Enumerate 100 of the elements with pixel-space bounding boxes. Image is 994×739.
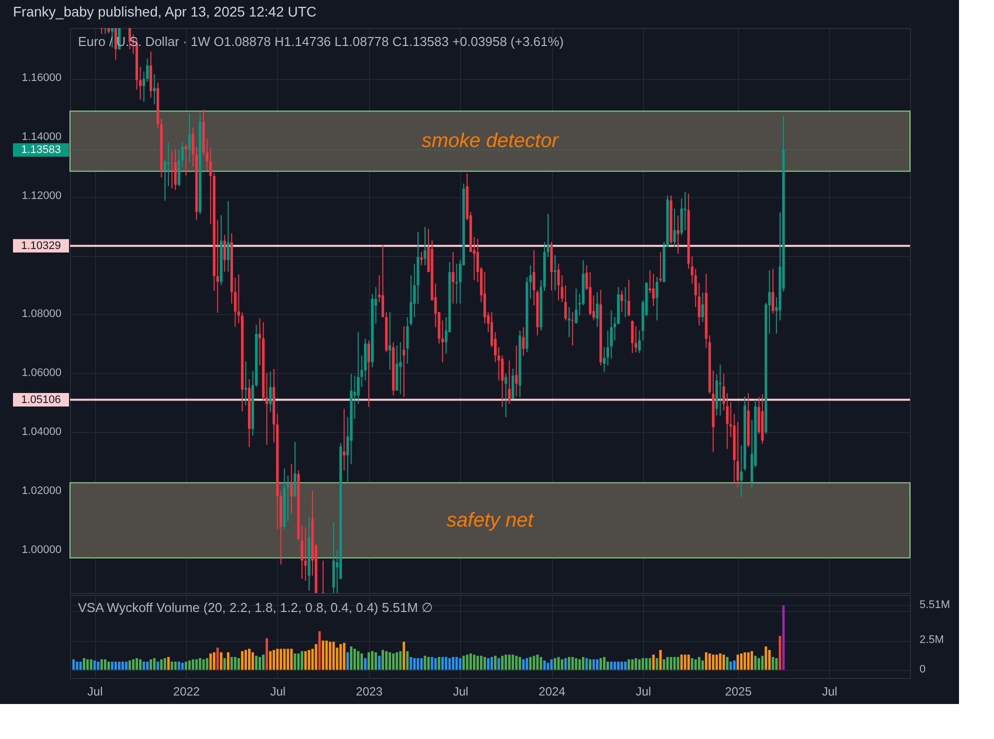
bar: [209, 653, 212, 670]
bar: [174, 662, 177, 670]
bar: [736, 654, 739, 670]
candlestick: [718, 364, 722, 416]
bar: [733, 660, 736, 670]
bar: [515, 656, 518, 670]
bar: [529, 656, 532, 670]
bar: [100, 659, 103, 670]
bar: [252, 652, 254, 670]
bar: [346, 652, 349, 670]
bar: [385, 651, 388, 670]
candlestick: [508, 360, 511, 404]
bar: [480, 656, 482, 670]
bar: [588, 659, 592, 670]
bar: [532, 656, 536, 670]
bar: [716, 654, 718, 670]
bar: [96, 662, 100, 670]
bar: [371, 651, 374, 670]
bar: [220, 652, 222, 670]
candlestick: [620, 290, 624, 313]
bar: [638, 659, 641, 670]
bar: [364, 658, 366, 670]
bar: [578, 659, 581, 670]
bar: [142, 662, 146, 670]
bar: [286, 648, 290, 670]
bar: [114, 662, 117, 670]
candlestick: [424, 226, 426, 266]
candlestick: [701, 292, 704, 323]
candlestick: [184, 144, 188, 176]
bar: [294, 653, 296, 670]
x-tick-label: 2022: [173, 684, 200, 698]
bar: [226, 652, 230, 670]
ref-line-label: 1.13583: [21, 144, 61, 156]
bar: [719, 653, 722, 670]
candlestick: [153, 73, 156, 105]
bar: [402, 642, 406, 670]
bar: [332, 642, 335, 670]
candlestick: [504, 373, 508, 418]
candlestick: [399, 342, 402, 395]
bar: [410, 656, 412, 670]
bar: [582, 656, 584, 670]
bar: [754, 656, 757, 670]
candlestick: [388, 312, 392, 370]
bar: [283, 648, 286, 670]
bar: [360, 653, 363, 670]
bar: [694, 659, 697, 670]
bar: [740, 653, 742, 670]
bar: [504, 654, 508, 670]
bar: [452, 656, 454, 670]
candlestick: [676, 214, 680, 254]
bar: [378, 656, 380, 670]
candlestick: [164, 159, 166, 202]
bar: [628, 659, 630, 670]
bar: [258, 656, 261, 670]
bar: [234, 656, 236, 670]
bar: [571, 656, 574, 670]
bar: [648, 658, 652, 670]
bar: [266, 638, 268, 670]
y-tick-label: 1.12000: [22, 190, 62, 202]
bar: [772, 656, 774, 670]
x-tick-label: Jul: [270, 684, 286, 698]
bar: [216, 648, 219, 670]
candlestick: [356, 332, 360, 404]
bar: [413, 658, 416, 670]
x-tick-label: Jul: [87, 684, 103, 698]
bar: [624, 662, 627, 670]
bar: [374, 652, 377, 670]
candlestick: [300, 525, 304, 580]
ref-line-label: 1.05106: [21, 394, 61, 406]
bar: [212, 652, 216, 670]
x-tick-label: 2023: [356, 684, 383, 698]
bar: [726, 656, 728, 670]
bar: [466, 654, 468, 670]
bar: [202, 659, 205, 670]
bar: [458, 658, 462, 670]
bar: [585, 658, 588, 670]
bar: [128, 660, 131, 670]
bar: [272, 650, 276, 670]
candlestick: [772, 268, 774, 314]
candlestick: [420, 251, 423, 266]
bar: [255, 656, 258, 670]
bar: [764, 646, 768, 670]
candlestick: [294, 441, 296, 498]
bar: [698, 656, 700, 670]
chart-title: Franky_baby published, Apr 13, 2025 12:42 UTC: [13, 4, 317, 20]
candlestick: [455, 263, 458, 304]
y-tick-label: 1.04000: [22, 426, 62, 438]
bar: [701, 660, 704, 670]
bar: [146, 662, 149, 670]
bar: [631, 659, 634, 670]
bar: [469, 653, 472, 670]
bar: [568, 656, 570, 670]
bar: [156, 662, 160, 670]
bar: [722, 654, 725, 670]
bar: [388, 652, 392, 670]
candlestick: [557, 263, 560, 301]
bar: [704, 652, 708, 670]
candlestick: [564, 284, 567, 321]
bar: [484, 656, 486, 670]
y-tick-label: 5.51M: [920, 598, 950, 611]
